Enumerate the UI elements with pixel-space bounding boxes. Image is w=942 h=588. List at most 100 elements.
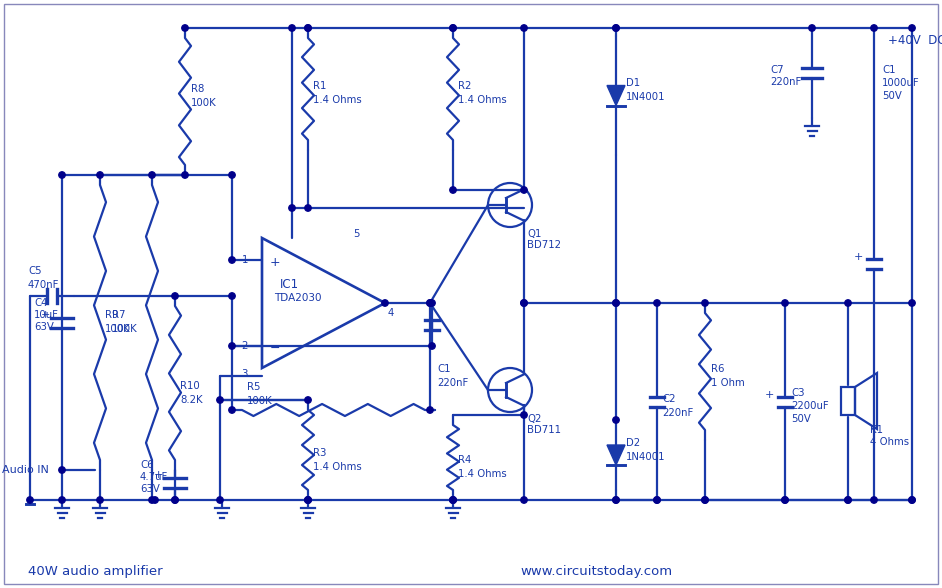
Circle shape	[305, 397, 311, 403]
Circle shape	[217, 397, 223, 403]
Circle shape	[427, 300, 433, 306]
Circle shape	[521, 25, 528, 31]
Circle shape	[97, 497, 104, 503]
Circle shape	[58, 467, 65, 473]
Text: R4
1.4 Ohms: R4 1.4 Ohms	[458, 455, 507, 479]
Circle shape	[845, 497, 852, 503]
Polygon shape	[607, 85, 625, 105]
Circle shape	[449, 497, 456, 503]
Text: 63V: 63V	[34, 322, 54, 332]
Text: C5
470nF: C5 470nF	[28, 266, 59, 290]
Text: 40W audio amplifier: 40W audio amplifier	[28, 566, 163, 579]
Text: 4.7uF: 4.7uF	[140, 472, 169, 482]
Text: K1: K1	[870, 425, 883, 435]
Circle shape	[449, 497, 456, 503]
Circle shape	[182, 172, 188, 178]
Circle shape	[429, 300, 435, 306]
Circle shape	[654, 300, 660, 306]
Text: R6
1 Ohm: R6 1 Ohm	[711, 365, 745, 387]
Circle shape	[449, 497, 456, 503]
Circle shape	[171, 497, 178, 503]
Text: R1
1.4 Ohms: R1 1.4 Ohms	[313, 81, 362, 105]
Circle shape	[449, 25, 456, 31]
Circle shape	[521, 187, 528, 193]
Circle shape	[782, 497, 788, 503]
Text: R3
1.4 Ohms: R3 1.4 Ohms	[313, 449, 362, 472]
Circle shape	[305, 205, 311, 211]
Circle shape	[305, 25, 311, 31]
Circle shape	[217, 497, 223, 503]
Circle shape	[654, 497, 660, 503]
Text: 4: 4	[388, 308, 395, 318]
Circle shape	[909, 25, 916, 31]
Circle shape	[613, 497, 619, 503]
Circle shape	[427, 300, 433, 306]
Circle shape	[782, 300, 788, 306]
Text: C6: C6	[140, 460, 154, 470]
Circle shape	[521, 300, 528, 306]
Text: −: −	[270, 342, 281, 355]
Circle shape	[229, 343, 236, 349]
Text: BD711: BD711	[527, 425, 561, 435]
Text: 4 Ohms: 4 Ohms	[870, 437, 909, 447]
Circle shape	[521, 497, 528, 503]
Circle shape	[613, 417, 619, 423]
Text: 63V: 63V	[140, 484, 160, 494]
Text: Q2: Q2	[527, 414, 542, 424]
Circle shape	[845, 300, 852, 306]
Text: R10
8.2K: R10 8.2K	[180, 382, 203, 405]
Circle shape	[654, 497, 660, 503]
Circle shape	[870, 25, 877, 31]
Circle shape	[427, 407, 433, 413]
Text: +40V  DC: +40V DC	[888, 34, 942, 46]
Circle shape	[809, 25, 815, 31]
Circle shape	[171, 293, 178, 299]
Circle shape	[305, 25, 311, 31]
Text: +: +	[270, 256, 281, 269]
Circle shape	[229, 257, 236, 263]
Circle shape	[521, 412, 528, 418]
Text: BD712: BD712	[527, 240, 561, 250]
Circle shape	[229, 293, 236, 299]
Circle shape	[845, 497, 852, 503]
Circle shape	[229, 407, 236, 413]
Text: +: +	[853, 252, 863, 262]
Circle shape	[58, 172, 65, 178]
Circle shape	[182, 25, 188, 31]
Circle shape	[305, 497, 311, 503]
Text: R2
1.4 Ohms: R2 1.4 Ohms	[458, 81, 507, 105]
Circle shape	[229, 172, 236, 178]
Circle shape	[870, 497, 877, 503]
Text: Q1: Q1	[527, 229, 542, 239]
Circle shape	[429, 343, 435, 349]
Circle shape	[449, 25, 456, 31]
Text: +: +	[765, 389, 774, 399]
Text: 5: 5	[353, 229, 360, 239]
Text: D2: D2	[626, 438, 641, 448]
Circle shape	[449, 187, 456, 193]
Text: C4: C4	[34, 298, 47, 308]
Circle shape	[58, 497, 65, 503]
Circle shape	[613, 25, 619, 31]
Circle shape	[613, 25, 619, 31]
Text: Audio IN: Audio IN	[2, 465, 49, 475]
Circle shape	[909, 497, 916, 503]
Text: C2
220nF: C2 220nF	[662, 395, 693, 417]
Bar	[841, 387, 855, 415]
Text: D1: D1	[626, 79, 641, 89]
Circle shape	[149, 172, 155, 178]
Circle shape	[305, 497, 311, 503]
Circle shape	[613, 300, 619, 306]
Text: R8
100K: R8 100K	[191, 85, 217, 108]
Text: 1N4001: 1N4001	[626, 92, 665, 102]
Circle shape	[97, 172, 104, 178]
Circle shape	[289, 25, 295, 31]
Text: R5
100K: R5 100K	[247, 382, 273, 406]
Circle shape	[613, 300, 619, 306]
Circle shape	[702, 497, 708, 503]
Text: 1: 1	[242, 255, 248, 265]
Text: 1N4001: 1N4001	[626, 452, 665, 462]
Circle shape	[909, 300, 916, 306]
Circle shape	[149, 497, 155, 503]
Text: www.circuitstoday.com: www.circuitstoday.com	[520, 566, 673, 579]
